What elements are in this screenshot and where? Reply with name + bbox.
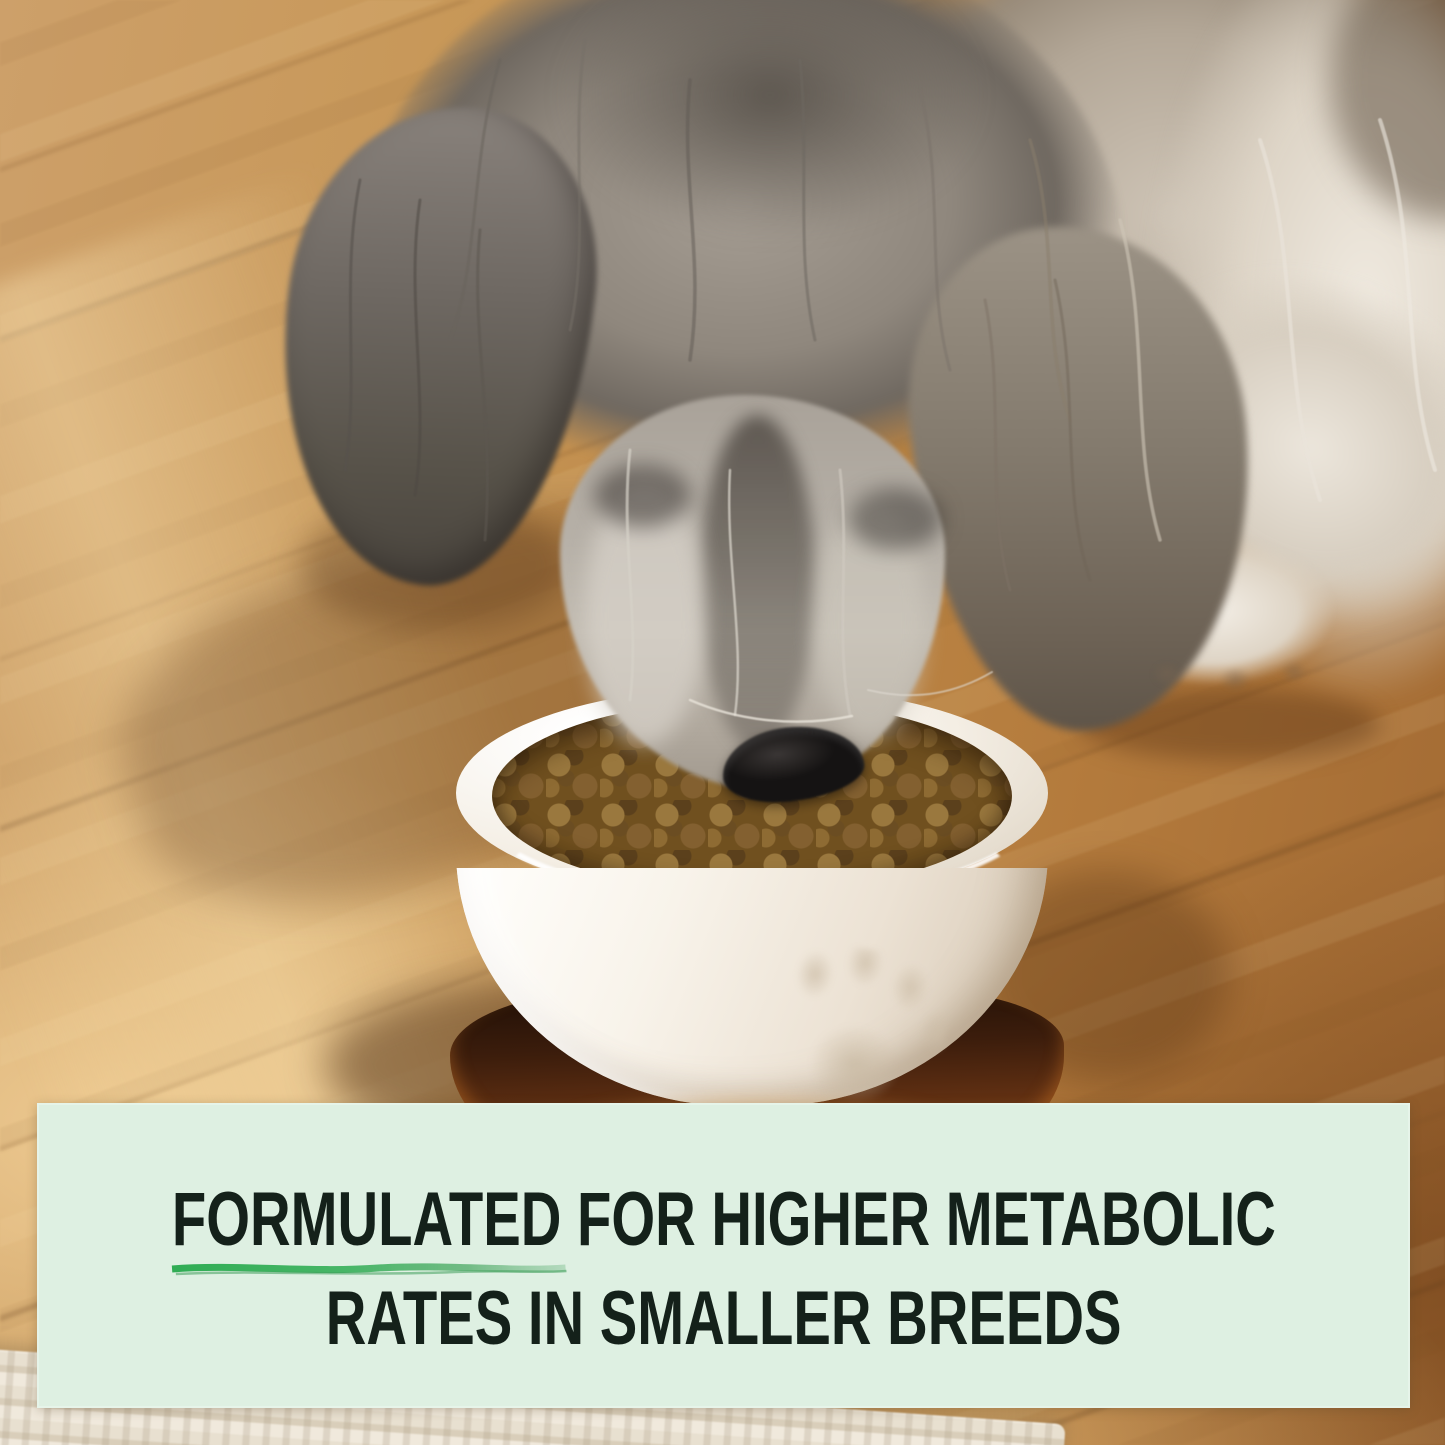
dog-eye-left <box>595 465 690 527</box>
banner-line1-rest: FOR HIGHER METABOLIC <box>561 1177 1276 1262</box>
banner-underlined-word: FORMULATED <box>171 1177 562 1262</box>
marker-underline-icon <box>171 1263 567 1276</box>
dog-head-crown <box>555 0 985 240</box>
dog-eye-right <box>848 488 943 550</box>
paw-toe-shading <box>1128 648 1323 700</box>
banner-headline-line2: RATES IN SMALLER BREEDS <box>325 1276 1122 1361</box>
underlined-word-wrap: FORMULATED <box>171 1177 567 1276</box>
promo-banner: FORMULATED FOR HIGHER METABOLIC RATES IN… <box>37 1103 1410 1408</box>
muzzle-dark-stripe <box>700 415 815 750</box>
banner-headline-line1: FORMULATED FOR HIGHER METABOLIC <box>171 1177 1276 1276</box>
